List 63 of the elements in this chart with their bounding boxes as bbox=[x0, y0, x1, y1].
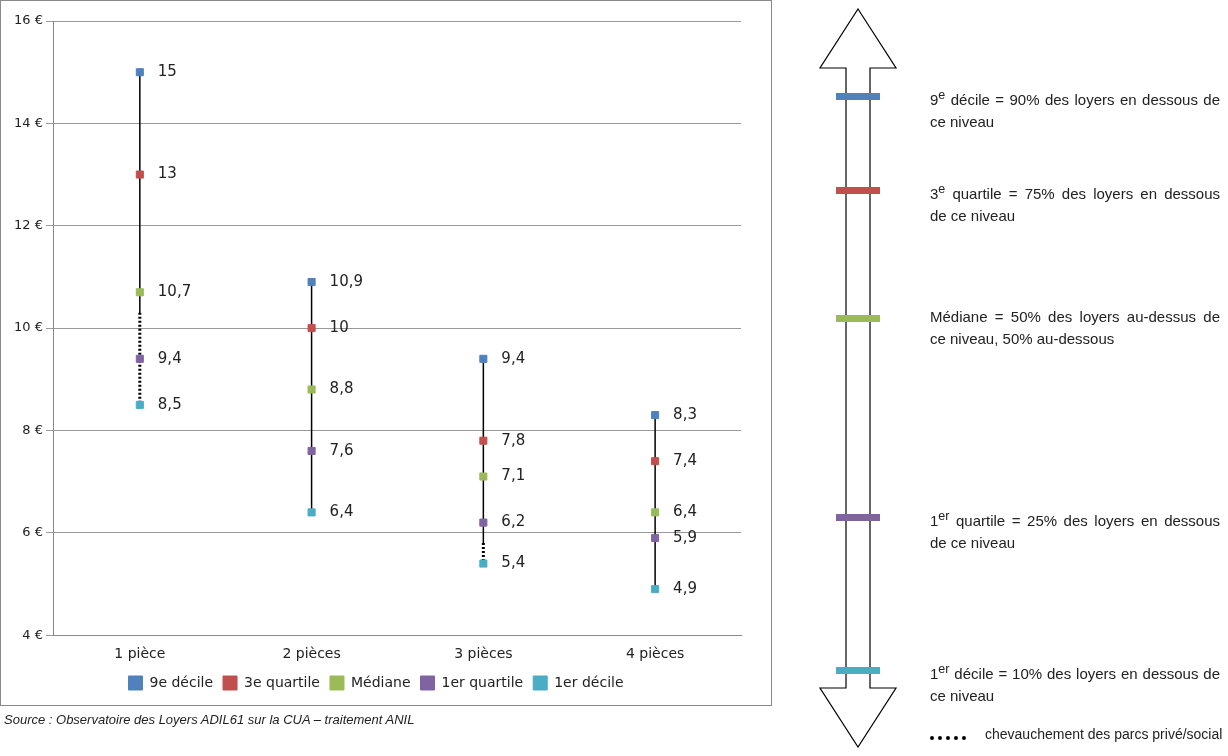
data-label: 6,4 bbox=[329, 502, 354, 521]
y-tick-label: 10 € bbox=[13, 319, 43, 335]
text: 1$^{er}$ décile = 10% des loyers en dessous de ce niveau bbox=[930, 661, 1220, 706]
legend-label: 1er décile bbox=[554, 673, 624, 690]
data-label: 6,4 bbox=[673, 502, 697, 521]
data-label: 8,8 bbox=[329, 379, 354, 398]
data-label: 8,3 bbox=[673, 405, 697, 423]
text: 3$^{e}$ quartile = 75% des loyers en dessous de ce niveau bbox=[930, 181, 1220, 226]
data-label: 8,5 bbox=[157, 394, 182, 413]
point bbox=[135, 288, 144, 297]
point bbox=[479, 436, 488, 445]
text: Médiane = 50% des loyers au-dessus de ce niveau, 50% au-dessous bbox=[930, 307, 1220, 349]
source-note: Source : Observatoire des Loyers ADIL61 sur la CUA – traitement ANIL bbox=[4, 712, 415, 727]
legend-label: Médiane bbox=[350, 673, 411, 690]
data-label: 10,7 bbox=[157, 282, 192, 301]
data-label: 7,1 bbox=[501, 466, 526, 485]
point bbox=[479, 472, 488, 481]
data-label: 7,8 bbox=[501, 430, 526, 449]
y-tick-label: 4 € bbox=[22, 626, 43, 642]
data-label: 7,6 bbox=[329, 440, 354, 459]
legend-label: 9e décile bbox=[149, 673, 214, 690]
data-label: 5,9 bbox=[673, 527, 697, 546]
data-label: 9,4 bbox=[501, 348, 526, 367]
point bbox=[307, 385, 316, 394]
point bbox=[651, 533, 660, 542]
point bbox=[307, 324, 316, 333]
data-label: 6,2 bbox=[501, 512, 526, 531]
point bbox=[307, 508, 316, 517]
text: 9$^{e}$ décile = 90% des loyers en dessous de ce niveau bbox=[930, 87, 1220, 132]
point bbox=[651, 585, 660, 594]
point bbox=[135, 68, 144, 77]
point bbox=[651, 508, 660, 517]
data-label: 10,9 bbox=[329, 271, 363, 290]
point bbox=[651, 411, 660, 420]
point bbox=[307, 278, 316, 287]
point bbox=[135, 354, 144, 363]
y-tick-label: 12 € bbox=[13, 217, 43, 233]
data-label: 7,4 bbox=[673, 451, 697, 470]
x-tick-label: 3 pièces bbox=[454, 645, 513, 662]
legend-label: 3e quartile bbox=[244, 673, 320, 690]
data-label: 4,9 bbox=[673, 579, 697, 598]
y-tick-label: 8 € bbox=[22, 421, 43, 437]
x-tick-label: 1 pièce bbox=[114, 645, 166, 662]
point bbox=[479, 354, 488, 363]
point bbox=[307, 446, 316, 455]
legend-label: 1er quartile bbox=[441, 673, 524, 690]
data-label: 5,4 bbox=[501, 553, 526, 572]
point bbox=[135, 170, 144, 179]
data-label: 13 bbox=[157, 164, 177, 183]
data-label: 10 bbox=[329, 317, 349, 336]
x-tick-label: 4 pièces bbox=[625, 645, 685, 662]
text: 1$^{er}$ quartile = 25% des loyers en dessous de ce niveau bbox=[930, 508, 1220, 553]
text: chevauchement des parcs privé/social bbox=[985, 726, 1223, 742]
data-label: 15 bbox=[157, 62, 177, 81]
data-label: 9,4 bbox=[157, 348, 182, 367]
y-tick-label: 14 € bbox=[13, 114, 43, 130]
point bbox=[479, 518, 488, 527]
x-tick-label: 2 pièces bbox=[282, 645, 341, 662]
y-tick-label: 16 € bbox=[13, 12, 43, 28]
point bbox=[135, 400, 144, 409]
point bbox=[651, 457, 660, 466]
y-tick-label: 6 € bbox=[22, 524, 43, 540]
point bbox=[479, 559, 488, 568]
